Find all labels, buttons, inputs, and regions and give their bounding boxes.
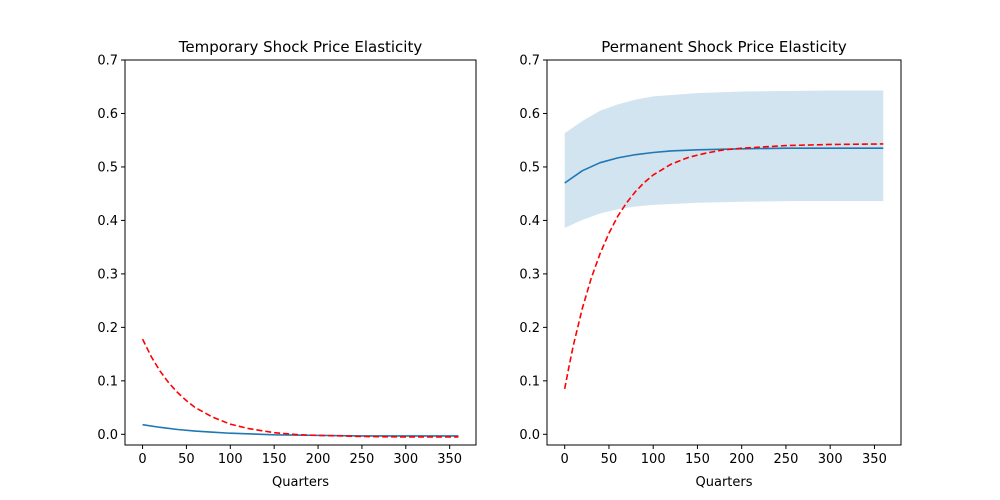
left-y-tick-label-1: 0.1 <box>97 374 118 389</box>
right-confidence-band <box>564 90 884 228</box>
left-y-tick-label-3: 0.3 <box>97 267 118 282</box>
left-y-tick-label-0: 0.0 <box>97 428 118 443</box>
left-y-tick-label-2: 0.2 <box>97 321 118 336</box>
left-x-tick-label-2: 100 <box>218 452 243 467</box>
right-x-tick-label-1: 50 <box>601 452 618 467</box>
left-y-tick-label-6: 0.6 <box>97 107 118 122</box>
right-panel: 0 50 100 150 200 250 300 350 0.0 0.1 0.2 0.3 0.4 0.5 0… <box>519 38 902 490</box>
left-chart-title: Temporary Shock Price Elasticity <box>178 38 423 56</box>
left-x-tick-label-0: 0 <box>138 452 146 467</box>
right-x-tick-label-7: 350 <box>862 452 887 467</box>
right-chart-title: Permanent Shock Price Elasticity <box>601 38 847 56</box>
right-y-tick-label-4: 0.4 <box>519 214 540 229</box>
right-y-tick-label-2: 0.2 <box>519 321 540 336</box>
left-x-tick-label-1: 50 <box>178 452 195 467</box>
left-plot-frame <box>124 59 477 446</box>
right-x-tick-label-5: 250 <box>774 452 799 467</box>
right-x-tick-label-6: 300 <box>818 452 843 467</box>
left-panel: 0 50 100 150 200 250 300 350 0.0 0.1 0.2 0.3 0.4 0.5 0… <box>97 38 477 490</box>
right-x-tick-label-0: 0 <box>561 452 569 467</box>
left-x-tick-label-4: 200 <box>306 452 331 467</box>
right-ticks: 0 50 100 150 200 250 300 350 0.0 0.1 0.2 0.3 0.4 0.5 0… <box>519 54 887 468</box>
left-x-axis-label: Quarters <box>272 475 329 490</box>
right-series-0-solid-line <box>564 147 884 184</box>
right-series-1-dashed-line <box>563 143 884 390</box>
right-x-tick-label-4: 200 <box>729 452 754 467</box>
right-y-tick-label-5: 0.5 <box>519 160 540 175</box>
left-x-tick-label-3: 150 <box>262 452 287 467</box>
right-y-tick-label-1: 0.1 <box>519 374 540 389</box>
right-x-axis-label: Quarters <box>696 475 753 490</box>
left-series-1-dashed-line <box>141 338 459 438</box>
left-plot-area <box>141 338 459 438</box>
left-x-tick-label-6: 300 <box>393 452 418 467</box>
left-y-tick-label-4: 0.4 <box>97 214 118 229</box>
right-y-tick-label-6: 0.6 <box>519 107 540 122</box>
right-y-tick-label-7: 0.7 <box>519 54 540 69</box>
right-y-tick-label-3: 0.3 <box>519 267 540 282</box>
left-x-tick-label-5: 250 <box>350 452 375 467</box>
left-ticks: 0 50 100 150 200 250 300 350 0.0 0.1 0.2 0.3 0.4 0.5 0… <box>97 54 462 468</box>
right-x-tick-label-3: 150 <box>685 452 710 467</box>
left-y-tick-label-7: 0.7 <box>97 54 118 69</box>
right-plot-area <box>563 90 884 390</box>
right-y-tick-label-0: 0.0 <box>519 428 540 443</box>
right-plot-frame <box>546 59 902 446</box>
left-x-tick-label-7: 350 <box>437 452 462 467</box>
right-x-tick-label-2: 100 <box>641 452 666 467</box>
left-y-tick-label-5: 0.5 <box>97 160 118 175</box>
